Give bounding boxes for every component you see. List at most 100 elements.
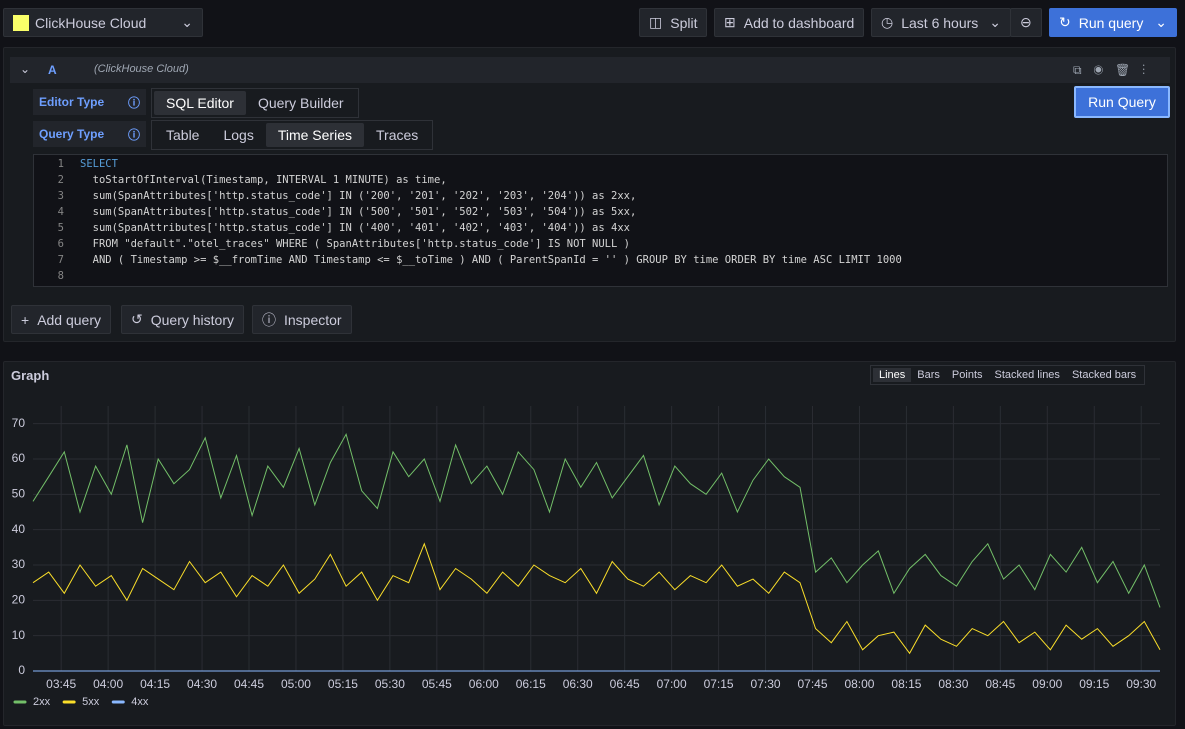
datasource-name: ClickHouse Cloud xyxy=(35,14,147,31)
x-tick-label: 07:15 xyxy=(704,677,734,691)
series-line xyxy=(32,432,1161,608)
series-line xyxy=(32,542,1161,655)
option[interactable]: Stacked bars xyxy=(1071,369,1137,381)
code-line: AND ( Timestamp >= $__fromTime AND Times… xyxy=(80,254,902,266)
query-type-toggle[interactable]: Table Logs Time Series Traces xyxy=(151,120,434,150)
line-number: 1 xyxy=(57,158,64,170)
line-number: 2 xyxy=(57,174,64,186)
x-tick-label: 05:45 xyxy=(422,677,452,691)
line-number: 3 xyxy=(57,190,64,202)
x-tick-label: 06:15 xyxy=(516,677,546,691)
y-tick-label: 0 xyxy=(18,663,25,677)
query-letter: A xyxy=(48,63,57,77)
x-tick-label: 05:30 xyxy=(375,677,405,691)
x-tick-label: 04:00 xyxy=(93,677,123,691)
split-button[interactable]: ◫ Split xyxy=(639,8,708,37)
option[interactable]: Table xyxy=(166,127,200,143)
run-query-button[interactable]: ↻ Run query ⌄ xyxy=(1049,8,1177,37)
sql-editor[interactable]: 1 2 3 4 5 6 7 8 SELECT toStartOfInterval(Timesta… xyxy=(33,154,1168,287)
label: Add to dashboard xyxy=(743,14,855,31)
graph-panel xyxy=(3,361,1176,726)
y-tick-label: 70 xyxy=(12,416,26,430)
x-tick-label: 07:30 xyxy=(751,677,781,691)
x-tick-label: 08:45 xyxy=(985,677,1015,691)
x-tick-label: 06:00 xyxy=(469,677,499,691)
label: Run Query xyxy=(1088,94,1156,110)
option[interactable]: Traces xyxy=(376,127,419,143)
x-tick-label: 04:15 xyxy=(140,677,170,691)
option[interactable]: Time Series xyxy=(265,123,364,147)
text: Query Type xyxy=(39,127,105,141)
y-tick-label: 30 xyxy=(12,557,26,571)
graph-title: Graph xyxy=(11,368,50,383)
x-tick-label: 03:45 xyxy=(46,677,76,691)
x-tick-label: 07:00 xyxy=(657,677,687,691)
x-tick-label: 04:45 xyxy=(234,677,264,691)
x-tick-label: 07:45 xyxy=(797,677,827,691)
time-picker[interactable]: ◷ Last 6 hours ⌄ xyxy=(871,8,1011,37)
editor-type-toggle[interactable]: SQL Editor Query Builder xyxy=(151,88,359,118)
editor-type-label: Editor Type ⓘ xyxy=(33,89,146,115)
legend-label: 4xx xyxy=(131,696,149,708)
code-line: toStartOfInterval(Timestamp, INTERVAL 1 … xyxy=(80,174,447,186)
query-header xyxy=(10,57,1170,83)
code-line: SELECT xyxy=(80,158,118,170)
run-query-inline[interactable]: Run Query xyxy=(1074,86,1170,118)
label: Last 6 hours xyxy=(901,14,979,31)
x-tick-label: 08:30 xyxy=(938,677,968,691)
x-tick-label: 09:15 xyxy=(1079,677,1109,691)
label: Inspector xyxy=(284,311,342,328)
option[interactable]: Points xyxy=(951,369,983,381)
y-tick-label: 50 xyxy=(12,487,26,501)
option[interactable]: Bars xyxy=(917,369,940,381)
legend-label: 2xx xyxy=(33,696,51,708)
label: Run query xyxy=(1078,14,1144,31)
x-tick-label: 04:30 xyxy=(187,677,217,691)
add-dashboard-button[interactable]: ⊞ Add to dashboard xyxy=(714,8,865,37)
code-line: sum(SpanAttributes['http.status_code'] I… xyxy=(80,206,637,218)
y-tick-label: 10 xyxy=(12,628,26,642)
y-tick-label: 20 xyxy=(12,593,26,607)
label: Query history xyxy=(150,311,234,328)
query-type-label: Query Type ⓘ xyxy=(33,121,146,147)
label: Add query xyxy=(37,311,102,328)
line-number: 8 xyxy=(57,270,64,282)
x-tick-label: 09:30 xyxy=(1126,677,1156,691)
label: Split xyxy=(670,14,698,31)
add-query-button[interactable]: + Add query xyxy=(11,305,112,334)
zoom-out[interactable]: ⊖ xyxy=(1010,8,1042,37)
datasource-picker[interactable]: ClickHouse Cloud ⌄ xyxy=(3,8,203,37)
query-actions[interactable]: ⧉◉🗑⋮ xyxy=(1073,63,1158,77)
option[interactable]: Logs xyxy=(223,127,254,143)
x-tick-label: 06:30 xyxy=(563,677,593,691)
text: Editor Type xyxy=(39,95,105,109)
logo xyxy=(13,14,29,31)
x-tick-label: 08:00 xyxy=(844,677,874,691)
x-tick-label: 06:45 xyxy=(610,677,640,691)
x-tick-label: 09:00 xyxy=(1032,677,1062,691)
option[interactable]: Query Builder xyxy=(257,95,344,111)
x-tick-label: 08:15 xyxy=(891,677,921,691)
option[interactable]: SQL Editor xyxy=(154,91,246,115)
x-tick-label: 05:00 xyxy=(281,677,311,691)
code-line: sum(SpanAttributes['http.status_code'] I… xyxy=(80,190,637,202)
chart: 0 10 20 30 40 50 60 70 03:45 04:00 04:15 04:30 04:45… xyxy=(12,406,1161,708)
view-options[interactable]: Lines Bars Points Stacked lines Stacked bars xyxy=(870,365,1146,385)
y-tick-label: 40 xyxy=(12,522,26,536)
query-datasource: (ClickHouse Cloud) xyxy=(94,63,189,75)
collapse[interactable]: ⌄ xyxy=(20,62,31,76)
line-number: 6 xyxy=(57,238,64,250)
line-number: 5 xyxy=(57,222,64,234)
y-tick-label: 60 xyxy=(12,451,26,465)
chevron: ⌄ xyxy=(181,14,193,30)
option[interactable]: Stacked lines xyxy=(994,369,1060,381)
code-line: sum(SpanAttributes['http.status_code'] I… xyxy=(80,222,630,234)
query-history-button[interactable]: ↺ Query history xyxy=(121,305,244,334)
line-number: 7 xyxy=(57,254,64,266)
line-number: 4 xyxy=(57,206,64,218)
code-line: FROM "default"."otel_traces" WHERE ( Spa… xyxy=(80,238,630,250)
inspector-button[interactable]: ⓘ Inspector xyxy=(252,305,352,334)
option[interactable]: Lines xyxy=(873,368,912,382)
x-tick-label: 05:15 xyxy=(328,677,358,691)
